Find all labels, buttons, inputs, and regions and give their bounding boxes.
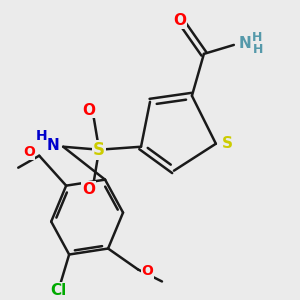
Text: Cl: Cl [50, 283, 67, 298]
Text: O: O [82, 103, 95, 118]
Text: H: H [252, 31, 262, 44]
Text: O: O [23, 145, 35, 159]
Text: O: O [173, 14, 186, 28]
Text: O: O [82, 182, 95, 197]
Text: H: H [36, 129, 47, 143]
Text: H: H [252, 43, 263, 56]
Text: S: S [222, 136, 233, 151]
Text: S: S [93, 141, 105, 159]
Text: N: N [238, 36, 251, 51]
Text: O: O [142, 264, 154, 278]
Text: N: N [47, 138, 60, 153]
